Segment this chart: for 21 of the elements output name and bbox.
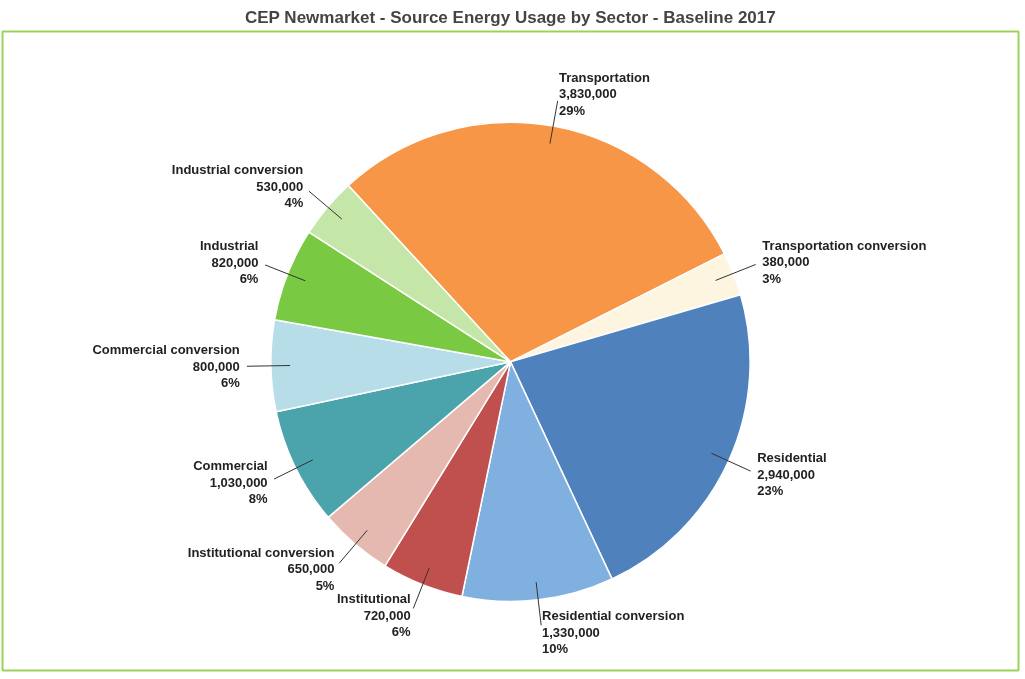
data-label: 3,830,000 29%	[558, 86, 617, 118]
data-label: 1,330,000 10%	[542, 624, 600, 657]
slice-label: Transportation conversion	[762, 237, 927, 253]
data-label: 380,000 3%	[762, 254, 810, 286]
data-label: 650,000 5%	[287, 561, 335, 593]
slice-label: Industrial	[199, 238, 259, 254]
slice-label: Institutional conversion	[187, 544, 335, 560]
chart-title: CEP Newmarket - Source Energy Usage by Sector - Baseline 2017	[245, 7, 776, 27]
slice-label: Residential conversion	[542, 608, 685, 624]
slice-label: Institutional	[337, 591, 411, 607]
slice-label: Commercial	[193, 458, 268, 474]
data-label: 800,000 6%	[192, 358, 241, 391]
slice-label: Commercial conversion	[92, 342, 240, 358]
slice-label: Transportation	[558, 69, 651, 85]
data-label: 2,940,000 23%	[757, 466, 816, 499]
data-label: 820,000 6%	[211, 254, 259, 287]
data-label: 720,000 6%	[363, 607, 412, 640]
slice-label: Industrial conversion	[171, 162, 304, 178]
data-label: 530,000 4%	[256, 178, 304, 211]
slice-label: Residential	[757, 450, 827, 466]
data-label: 1,030,000 8%	[209, 474, 269, 507]
